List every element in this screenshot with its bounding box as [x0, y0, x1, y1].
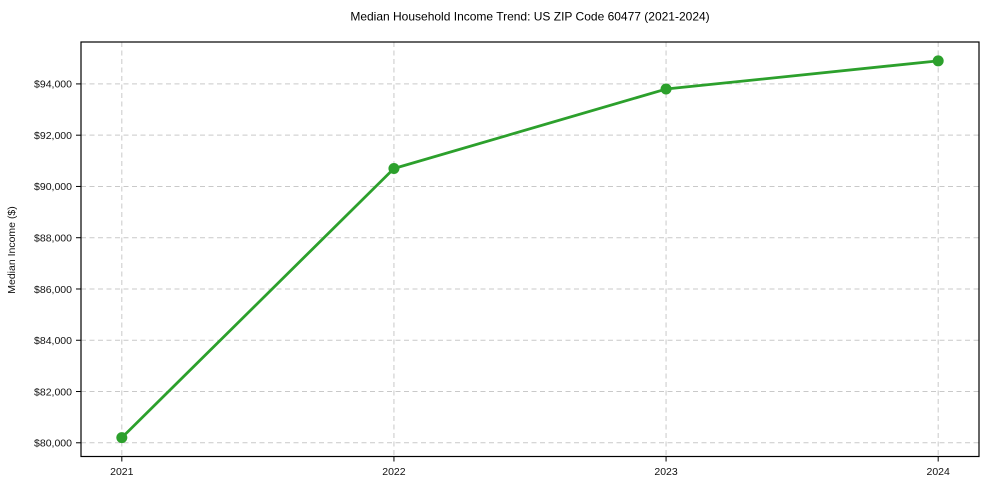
plot-area: $80,000 $82,000 $84,000 $86,000 $88,000 $90,0… — [34, 41, 980, 478]
x-tick-label: 2021 — [110, 466, 134, 478]
data-point-2021 — [116, 432, 128, 444]
y-tick-label: $86,000 — [34, 284, 72, 296]
x-tick-label: 2023 — [654, 466, 678, 478]
y-tick-label: $94,000 — [34, 79, 72, 91]
x-tick-label: 2022 — [382, 466, 406, 478]
chart-title: Median Household Income Trend: US ZIP Co… — [350, 10, 709, 24]
income-trend-line — [120, 59, 940, 440]
y-tick-label: $80,000 — [34, 438, 72, 450]
y-tick-label: $82,000 — [34, 386, 72, 398]
data-point-2023 — [660, 83, 672, 95]
data-point-2022 — [388, 163, 400, 175]
y-tick-label: $90,000 — [34, 181, 72, 193]
x-tick-label: 2024 — [927, 466, 951, 478]
y-tick-label: $92,000 — [34, 130, 72, 142]
data-point-2024 — [932, 55, 944, 67]
y-tick-label: $84,000 — [34, 335, 72, 347]
y-tick-label: $88,000 — [34, 233, 72, 245]
y-axis-label: Median Income ($) — [6, 206, 18, 294]
plot-border — [80, 41, 980, 458]
